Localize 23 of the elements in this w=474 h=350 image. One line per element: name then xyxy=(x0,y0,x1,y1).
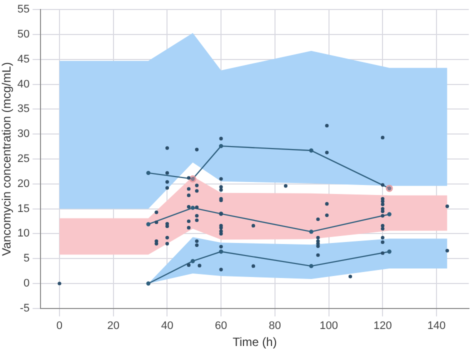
x-tick-label: 100 xyxy=(320,320,338,332)
y-tick-label: 30 xyxy=(17,128,30,140)
x-tick-label: 0 xyxy=(56,320,63,332)
y-tick-label: 0 xyxy=(24,278,30,290)
x-tick-label: 120 xyxy=(373,320,392,332)
y-tick-label: 50 xyxy=(17,28,30,41)
y-tick-label: -5 xyxy=(20,302,30,314)
y-tick-label: 20 xyxy=(17,178,30,190)
y-tick-label: 40 xyxy=(17,78,30,90)
x-tick-label: 60 xyxy=(214,320,228,332)
x-axis-title: Time (h) xyxy=(232,335,277,350)
y-tick-label: 35 xyxy=(17,103,30,116)
x-tick-label: 20 xyxy=(107,320,120,332)
y-tick-label: 10 xyxy=(17,228,30,240)
y-tick-label: 45 xyxy=(17,53,30,66)
y-axis-title: Vancomycin concentration (mcg/mL) xyxy=(0,62,14,256)
x-tick-label: 40 xyxy=(161,320,174,332)
x-tick-label: 80 xyxy=(268,320,282,332)
y-tick-label: 25 xyxy=(17,153,30,166)
y-tick-label: 5 xyxy=(24,252,30,265)
x-tick-label: 140 xyxy=(427,320,446,332)
y-tick-label: 55 xyxy=(17,4,30,16)
y-tick-label: 15 xyxy=(17,202,30,215)
